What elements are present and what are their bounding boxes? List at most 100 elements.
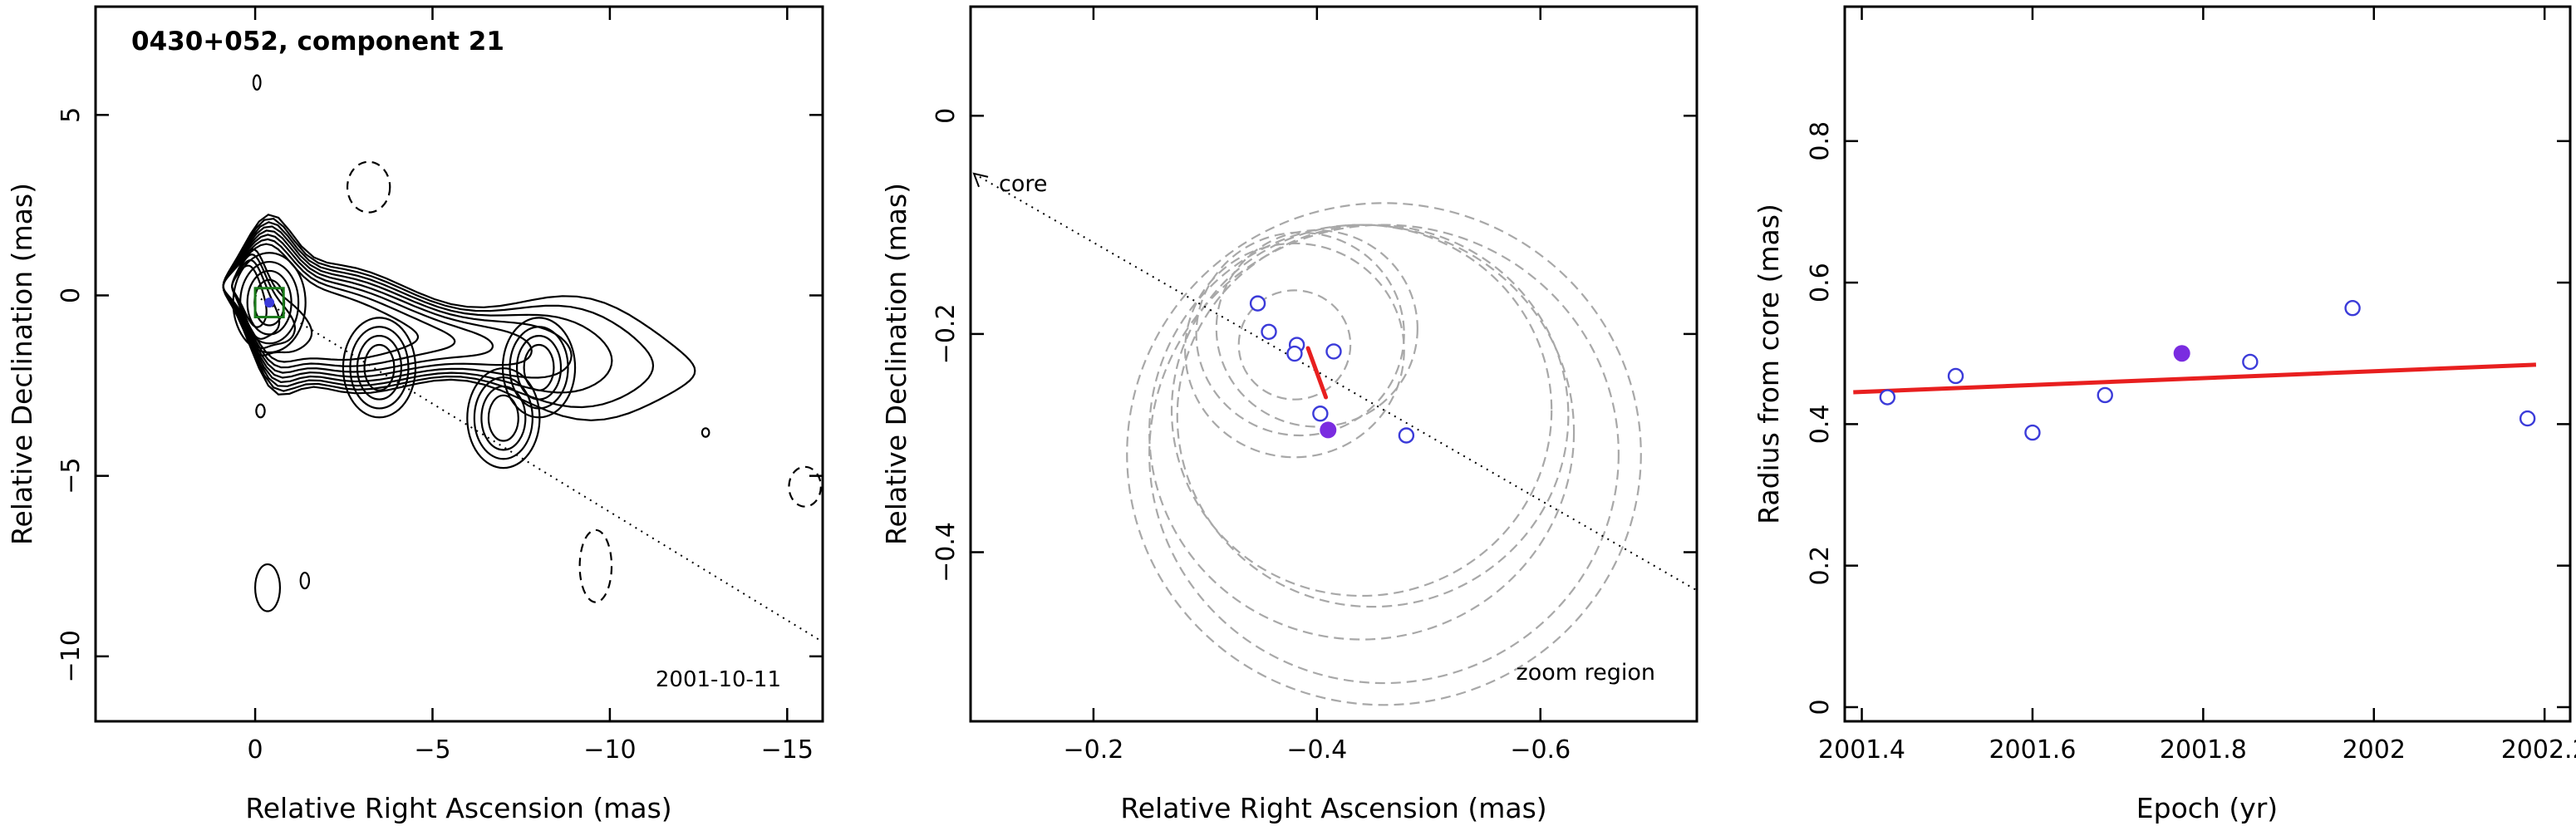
radius-point bbox=[2242, 353, 2259, 371]
panel2-x-axis-label: Relative Right Ascension (mas) bbox=[1120, 792, 1546, 824]
panel1-date-annotation: 2001-10-11 bbox=[656, 667, 781, 692]
y-tick-label: 0.2 bbox=[1806, 546, 1835, 586]
panel1-y-axis-label: Relative Declination (mas) bbox=[6, 183, 38, 545]
position-point bbox=[1398, 427, 1415, 444]
panel3-y-ticks: 0 0.2 0.4 0.6 0.8 bbox=[1806, 121, 2570, 715]
panel-zoom-region: core zoom region −0.2 −0.4 −0.6 0−0.2−0.4 … bbox=[880, 5, 1698, 824]
panel1-frame bbox=[94, 5, 824, 723]
uncertainty-circle bbox=[1148, 224, 1620, 685]
isolated-contour bbox=[299, 571, 311, 590]
uncertainty-circle bbox=[1195, 231, 1405, 437]
position-point bbox=[1249, 295, 1266, 312]
radius-point bbox=[2519, 410, 2536, 427]
panel2-points bbox=[1249, 295, 1415, 444]
component-contour bbox=[349, 326, 410, 410]
panel2-y-ticks: 0 −0.2 −0.4 bbox=[932, 108, 1697, 583]
component-contour bbox=[515, 335, 563, 401]
x-tick-label: 2001.6 bbox=[1989, 735, 2076, 765]
panel3-frame bbox=[1843, 5, 2572, 723]
jet-contour bbox=[222, 221, 613, 394]
isolated-contour bbox=[253, 563, 282, 612]
radius-point bbox=[2097, 386, 2113, 404]
radius-point bbox=[2344, 300, 2361, 317]
panel2-core-label: core bbox=[999, 171, 1047, 197]
x-tick-label: 2001.4 bbox=[1818, 735, 1905, 765]
uncertainty-circle bbox=[1215, 229, 1418, 428]
y-tick-label: −0.2 bbox=[932, 303, 961, 364]
panel2-frame bbox=[969, 5, 1698, 723]
panel-contour-map: 0430+052, component 21 2001-10-11 0 −5 −10… bbox=[6, 5, 824, 824]
component-contour bbox=[239, 260, 300, 345]
panel1-jet-axis-line bbox=[254, 294, 823, 643]
position-point bbox=[1325, 343, 1342, 360]
component-contour bbox=[232, 252, 307, 354]
position-point bbox=[1312, 406, 1329, 422]
panel2-circles bbox=[1126, 202, 1642, 706]
uncertainty-circle bbox=[1184, 242, 1405, 459]
panel3-fit-line bbox=[1853, 362, 2537, 395]
jet-contour bbox=[222, 243, 420, 363]
component-contour bbox=[509, 326, 569, 410]
jet-contour bbox=[231, 253, 297, 350]
panel1-zoom-box bbox=[253, 287, 285, 319]
jet-contour bbox=[231, 258, 281, 340]
position-point bbox=[1286, 345, 1303, 362]
component-contour bbox=[342, 317, 417, 419]
y-tick-label: 0.6 bbox=[1806, 263, 1835, 302]
component-contour bbox=[523, 343, 555, 391]
jet-contour bbox=[231, 248, 313, 357]
panel1-title: 0430+052, component 21 bbox=[131, 27, 504, 57]
negative-contour bbox=[788, 465, 822, 508]
y-tick-label: 0 bbox=[1806, 699, 1835, 715]
panel1-negative-contours bbox=[346, 160, 822, 603]
panel3-y-axis-label: Radius from core (mas) bbox=[1753, 204, 1785, 524]
y-tick-label: 0 bbox=[57, 288, 86, 303]
isolated-contour bbox=[255, 403, 266, 419]
y-tick-label: −0.4 bbox=[932, 522, 961, 583]
panel1-y-ticks: 5 0 −5 −10 bbox=[57, 107, 823, 682]
y-tick-label: 0 bbox=[932, 108, 961, 124]
isolated-contour bbox=[701, 427, 710, 438]
x-tick-label: 2002.2 bbox=[2501, 735, 2576, 765]
y-tick-label: 0.4 bbox=[1806, 405, 1835, 445]
panel1-component-marker bbox=[264, 297, 275, 308]
radius-point bbox=[1879, 389, 1896, 406]
panel1-jet-contours bbox=[222, 74, 710, 612]
x-tick-label: 0 bbox=[248, 735, 263, 765]
panel2-trend-segment bbox=[1305, 346, 1329, 400]
radius-point bbox=[1947, 367, 1964, 385]
panel1-x-ticks: 0 −5 −10 −15 bbox=[248, 7, 814, 765]
panel2-highlight-point bbox=[1320, 421, 1337, 439]
uncertainty-circle bbox=[1126, 202, 1642, 706]
panel2-core-arrowhead bbox=[972, 172, 989, 188]
jet-contour bbox=[222, 214, 696, 421]
uncertainty-circle bbox=[1176, 224, 1570, 608]
y-tick-label: 5 bbox=[57, 107, 86, 123]
y-tick-label: −5 bbox=[57, 458, 86, 494]
panel1-x-axis-label: Relative Right Ascension (mas) bbox=[245, 792, 671, 824]
x-tick-label: −0.4 bbox=[1286, 735, 1347, 765]
panel3-points bbox=[1879, 300, 2536, 441]
panel3-x-axis-label: Epoch (yr) bbox=[2136, 792, 2278, 824]
uncertainty-circle bbox=[1170, 224, 1553, 597]
x-tick-label: −15 bbox=[761, 735, 814, 765]
component-contour bbox=[246, 269, 293, 336]
panel2-x-ticks: −0.2 −0.4 −0.6 bbox=[1063, 7, 1571, 765]
negative-contour bbox=[578, 529, 613, 603]
x-tick-label: 2002 bbox=[2342, 735, 2406, 765]
component-contour bbox=[480, 385, 527, 451]
uncertainty-circle bbox=[1237, 289, 1352, 401]
jet-contour bbox=[222, 229, 533, 379]
jet-contour bbox=[222, 218, 655, 409]
panel2-y-axis-label: Relative Declination (mas) bbox=[880, 183, 912, 545]
jet-contour bbox=[222, 238, 456, 369]
uncertainty-circle bbox=[1148, 224, 1576, 641]
component-contour bbox=[356, 335, 403, 401]
x-tick-label: −10 bbox=[583, 735, 636, 765]
y-tick-label: −10 bbox=[57, 630, 86, 682]
component-contour bbox=[501, 317, 577, 419]
jet-contour bbox=[222, 225, 573, 384]
x-tick-label: −5 bbox=[414, 735, 450, 765]
